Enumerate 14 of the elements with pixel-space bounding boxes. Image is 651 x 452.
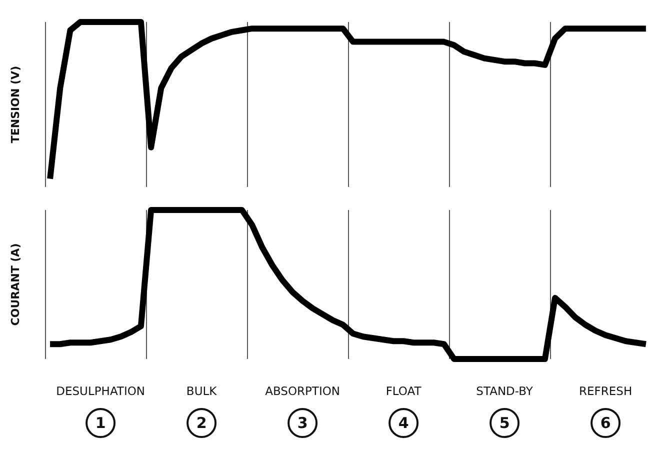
text: 1 bbox=[95, 414, 106, 432]
x-tick-label: STAND-BY bbox=[476, 384, 534, 398]
text: 5 bbox=[499, 414, 510, 432]
text: 2 bbox=[196, 414, 207, 432]
text: 3 bbox=[297, 414, 308, 432]
x-tick-label: DESULPHATION bbox=[56, 384, 145, 398]
x-tick-label: FLOAT bbox=[386, 384, 422, 398]
x-tick-label: REFRESH bbox=[579, 384, 632, 398]
y-axis-title: TENSION (V) bbox=[9, 66, 22, 144]
text: 6 bbox=[600, 414, 611, 432]
x-tick-label: BULK bbox=[186, 384, 218, 398]
y-axis-title: COURANT (A) bbox=[9, 243, 22, 326]
text: 4 bbox=[398, 414, 409, 432]
x-tick-label: ABSORPTION bbox=[265, 384, 340, 398]
